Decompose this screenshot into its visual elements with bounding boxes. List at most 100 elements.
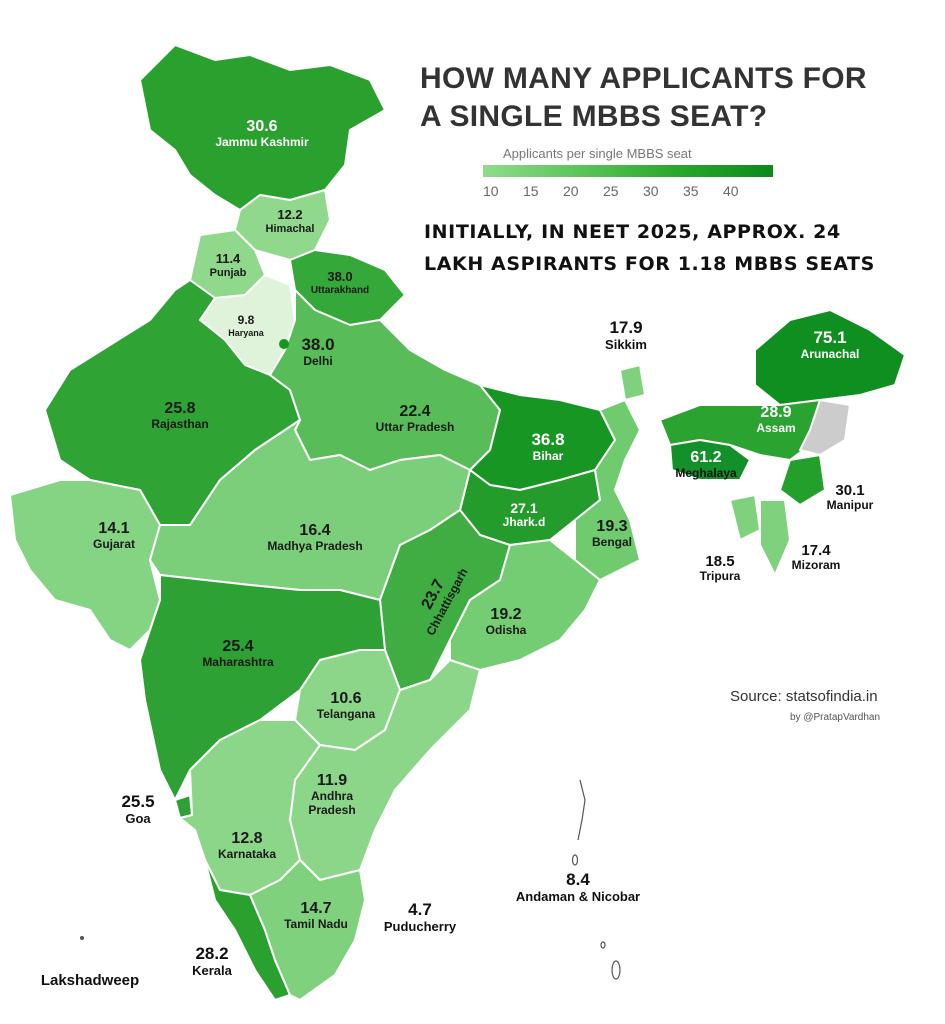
legend-tick: 20 bbox=[563, 183, 579, 199]
label-value: 75.1 bbox=[813, 328, 847, 347]
label-value: 19.3 bbox=[596, 518, 628, 535]
label-name: Lakshadweep bbox=[40, 972, 140, 989]
label-name: Tripura bbox=[699, 569, 741, 584]
label-goa: 25.5 Goa bbox=[121, 792, 154, 826]
label-value: 4.7 bbox=[408, 900, 432, 919]
label-tamil-nadu: 14.7 Tamil Nadu bbox=[284, 900, 348, 932]
label-value: 12.8 bbox=[231, 830, 263, 847]
label-value: 36.8 bbox=[531, 430, 565, 449]
label-telangana: 10.6 Telangana bbox=[317, 690, 375, 722]
label-andhra-pradesh: 11.9 Andhra Pradesh bbox=[287, 772, 377, 818]
legend-ticks: 10 15 20 25 30 35 40 bbox=[483, 183, 783, 199]
region-gujarat bbox=[9, 479, 161, 651]
label-name: Meghalaya bbox=[675, 466, 737, 481]
region-andaman-nicobar bbox=[571, 779, 621, 980]
label-name: Uttar Pradesh bbox=[375, 420, 455, 435]
label-haryana: 9.8 Haryana bbox=[228, 313, 264, 338]
label-gujarat: 14.1 Gujarat bbox=[93, 520, 135, 552]
label-name: Haryana bbox=[228, 327, 264, 338]
region-uttar-pradesh bbox=[269, 289, 501, 471]
note-line-1: INITIALLY, IN NEET 2025, APPROX. 24 bbox=[424, 221, 841, 243]
label-maharashtra: 25.4 Maharashtra bbox=[202, 638, 273, 670]
label-value: 25.4 bbox=[222, 638, 254, 655]
region-bengal bbox=[574, 399, 641, 581]
label-name: Punjab bbox=[209, 266, 247, 279]
map-title: HOW MANY APPLICANTS FOR A SINGLE MBBS SE… bbox=[420, 60, 920, 136]
label-value: 28.9 bbox=[760, 404, 792, 421]
delhi-marker bbox=[279, 339, 289, 349]
label-name: Jhark.d bbox=[502, 515, 546, 530]
label-name: Maharashtra bbox=[202, 655, 274, 670]
label-name: Uttarakhand bbox=[310, 284, 370, 296]
byline-text: by @PratapVardhan bbox=[790, 712, 881, 723]
label-name: Jammu Kashmir bbox=[215, 135, 309, 150]
region-sikkim bbox=[619, 364, 646, 401]
legend: Applicants per single MBBS seat 10 15 20… bbox=[483, 146, 783, 199]
label-name: Bihar bbox=[532, 448, 564, 463]
label-rajasthan: 25.8 Rajasthan bbox=[151, 400, 208, 432]
label-bengal: 19.3 Bengal bbox=[592, 518, 632, 550]
label-value: 17.4 bbox=[801, 542, 831, 559]
region-tamil-nadu bbox=[249, 859, 366, 1001]
region-mizoram bbox=[759, 499, 791, 576]
label-punjab: 11.4 Punjab bbox=[209, 251, 247, 280]
label-madhya-pradesh: 16.4 Madhya Pradesh bbox=[267, 522, 362, 554]
region-meghalaya bbox=[669, 439, 751, 481]
label-value: 16.4 bbox=[299, 522, 331, 539]
label-manipur: 30.1 Manipur bbox=[827, 482, 874, 513]
legend-tick: 40 bbox=[723, 183, 739, 199]
label-name: Puducherry bbox=[383, 918, 457, 934]
label-jharkhand: 27.1 Jhark.d bbox=[503, 500, 546, 530]
label-value: 30.6 bbox=[246, 118, 278, 135]
region-tripura bbox=[729, 494, 761, 541]
label-value: 14.1 bbox=[98, 520, 130, 537]
label-name: Goa bbox=[125, 810, 151, 826]
label-value: 11.9 bbox=[316, 772, 348, 789]
label-name: Karnataka bbox=[217, 847, 277, 862]
label-odisha: 19.2 Odisha bbox=[486, 606, 527, 638]
label-name: Andaman & Nicobar bbox=[515, 888, 641, 904]
label-arunachal: 75.1 Arunachal bbox=[801, 328, 860, 361]
label-meghalaya: 61.2 Meghalaya bbox=[675, 449, 736, 481]
label-value: 17.9 bbox=[609, 318, 643, 337]
label-value: 18.5 bbox=[705, 553, 735, 570]
title-line-1: HOW MANY APPLICANTS FOR bbox=[420, 62, 867, 95]
label-value: 12.2 bbox=[277, 207, 303, 222]
label-name: Sikkim bbox=[605, 336, 647, 352]
label-lakshadweep: Lakshadweep bbox=[41, 972, 139, 989]
label-name: Odisha bbox=[485, 623, 527, 638]
label-kerala: 28.2 Kerala bbox=[192, 944, 232, 978]
region-odisha bbox=[449, 539, 601, 671]
legend-tick: 15 bbox=[523, 183, 539, 199]
label-value: 10.6 bbox=[330, 690, 362, 707]
label-name: Bengal bbox=[591, 535, 633, 550]
label-puducherry: 4.7 Puducherry bbox=[384, 900, 456, 934]
label-value: 19.2 bbox=[490, 606, 522, 623]
label-uttarakhand: 38.0 Uttarakhand bbox=[310, 269, 370, 296]
region-arunachal bbox=[754, 309, 906, 406]
label-jammu-kashmir: 30.6 Jammu Kashmir bbox=[215, 118, 308, 150]
legend-tick: 25 bbox=[603, 183, 619, 199]
label-mizoram: 17.4 Mizoram bbox=[792, 542, 841, 573]
region-manipur bbox=[779, 454, 826, 506]
label-value: 22.4 bbox=[399, 403, 431, 420]
label-name: Manipur bbox=[826, 498, 874, 513]
label-value: 25.5 bbox=[121, 792, 155, 811]
label-name: Himachal bbox=[265, 222, 315, 235]
region-goa bbox=[174, 794, 193, 819]
label-value: 14.7 bbox=[300, 900, 332, 917]
label-value: 38.0 bbox=[301, 335, 335, 354]
label-tripura: 18.5 Tripura bbox=[700, 553, 741, 584]
legend-tick: 30 bbox=[643, 183, 659, 199]
label-andaman-nicobar: 8.4 Andaman & Nicobar bbox=[516, 870, 640, 904]
title-line-2: A SINGLE MBBS SEAT? bbox=[420, 100, 768, 133]
label-value: 30.1 bbox=[835, 482, 865, 499]
label-himachal: 12.2 Himachal bbox=[265, 207, 315, 236]
label-value: 11.4 bbox=[215, 251, 241, 266]
region-lakshadweep bbox=[80, 936, 84, 940]
label-name: Delhi bbox=[303, 353, 333, 368]
label-name: Kerala bbox=[192, 962, 232, 978]
label-assam: 28.9 Assam bbox=[756, 404, 795, 436]
note-line-2: LAKH ASPIRANTS FOR 1.18 MBBS SEATS bbox=[424, 253, 875, 275]
